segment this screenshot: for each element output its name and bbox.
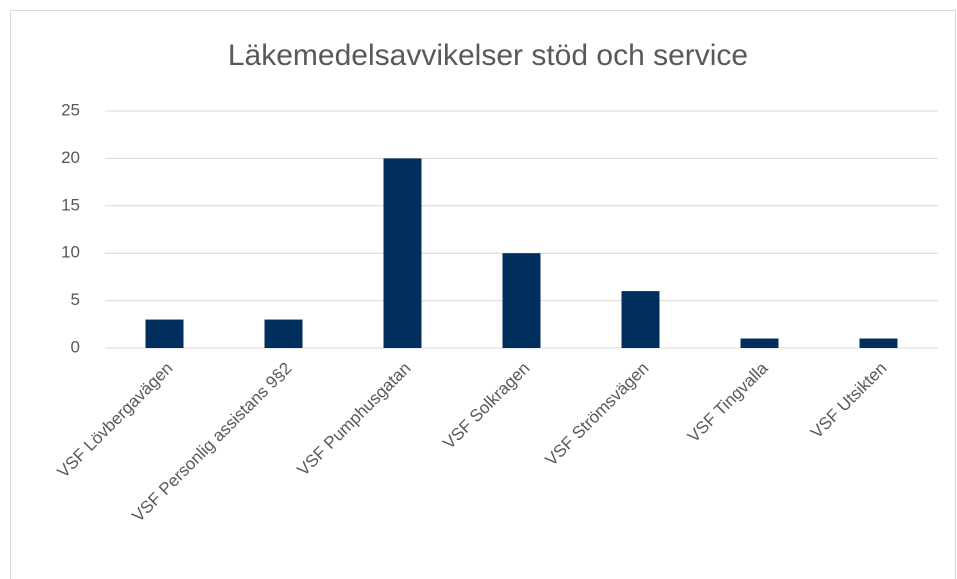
chart-title: Läkemedelsavvikelser stöd och service bbox=[228, 39, 748, 72]
y-tick-label: 10 bbox=[61, 243, 80, 262]
bar bbox=[264, 319, 303, 348]
bar bbox=[145, 319, 184, 348]
bar bbox=[383, 158, 422, 348]
y-tick-label: 20 bbox=[61, 148, 80, 167]
y-tick-label: 0 bbox=[71, 337, 80, 356]
bar bbox=[502, 253, 541, 348]
bar bbox=[859, 338, 898, 348]
bar bbox=[740, 338, 779, 348]
bar bbox=[621, 291, 660, 348]
y-tick-label: 5 bbox=[71, 290, 80, 309]
y-tick-label: 25 bbox=[61, 100, 80, 119]
chart-border bbox=[10, 10, 956, 579]
y-tick-label: 15 bbox=[61, 195, 80, 214]
